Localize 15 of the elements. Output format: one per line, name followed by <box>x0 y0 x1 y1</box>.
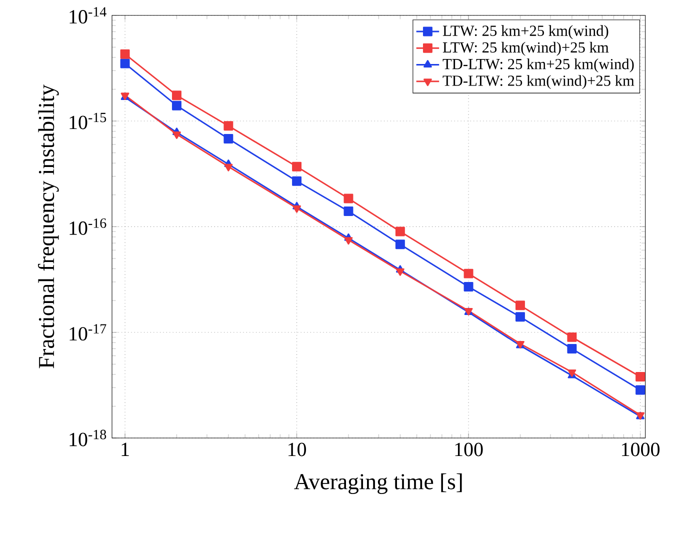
y-tick-label: 10$^{-16}$ <box>70 218 106 235</box>
y-tick-label: 10$^{-14}$ <box>70 7 106 24</box>
x-axis-title: Averaging time [s] <box>294 473 462 494</box>
x-tick-label: 10 <box>288 442 306 456</box>
legend-label: TD-LTW: 25 km+25 km(wind) <box>442 58 634 72</box>
x-tick-label: 1 <box>122 442 129 456</box>
x-tick-label: 1000 <box>622 442 660 456</box>
y-tick-label: 10$^{-17}$ <box>70 324 106 341</box>
legend-label: TD-LTW: 25 km(wind)+25 km <box>442 75 634 89</box>
y-axis-title: Fractional frequency instability <box>38 84 59 368</box>
legend-label: LTW: 25 km(wind)+25 km <box>442 42 609 56</box>
y-tick-label: 10$^{-15}$ <box>70 112 106 130</box>
legend-label: LTW: 25 km+25 km(wind) <box>442 25 608 40</box>
x-tick-label: 100 <box>455 442 483 456</box>
y-tick-label: 10$^{-18}$ <box>70 430 106 446</box>
